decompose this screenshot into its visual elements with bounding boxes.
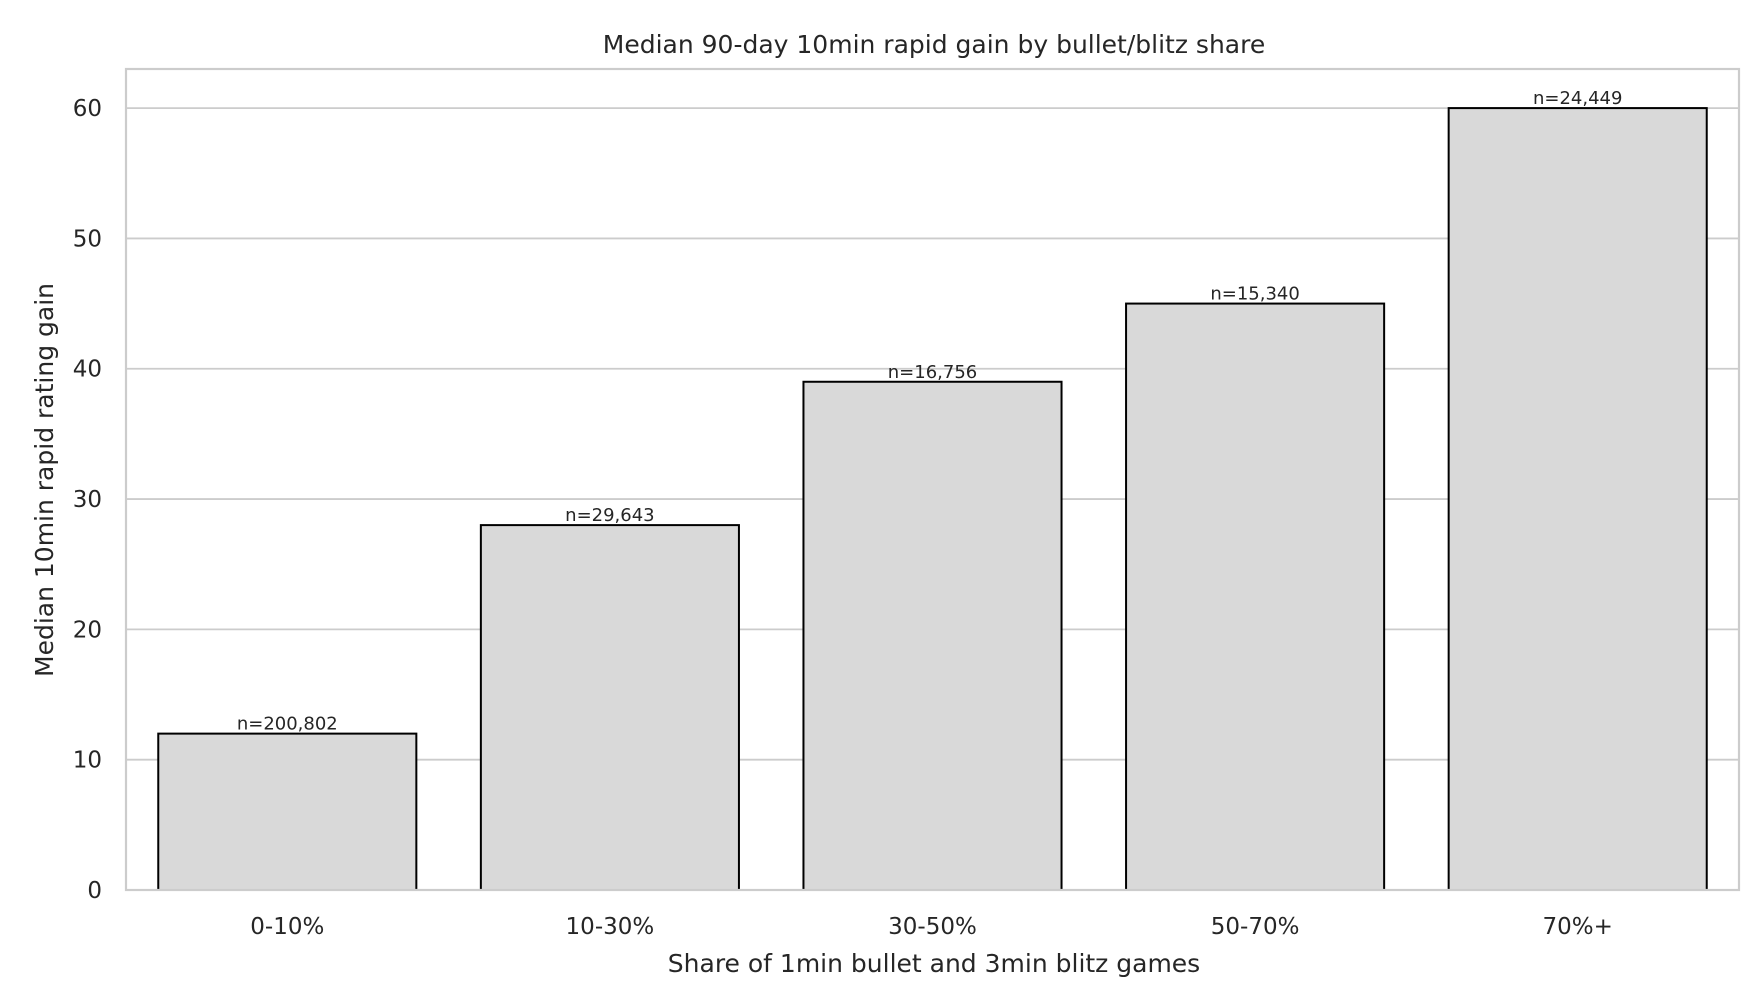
y-tick-label: 60 (73, 96, 102, 122)
bar (157, 732, 418, 891)
y-tick-label: 0 (87, 878, 102, 904)
y-tick-labels: 0 10 20 30 40 50 60 (73, 96, 102, 904)
bar-count-label: n=16,756 (888, 362, 977, 383)
plot-frame (124, 67, 1741, 892)
bar-count-label: n=24,449 (1533, 88, 1622, 109)
y-tick-label: 10 (73, 748, 102, 774)
bar-data-labels: n=200,802 n=29,643 n=16,756 n=15,340 n=24,44… (237, 88, 1623, 735)
x-tick-label: 0-10% (250, 914, 324, 940)
bar-count-label: n=200,802 (237, 714, 338, 735)
y-tick-label: 30 (73, 487, 102, 513)
x-tick-label: 70%+ (1542, 914, 1612, 940)
y-tick-label: 20 (73, 617, 102, 643)
chart-title: Median 90-day 10min rapid gain by bullet… (603, 30, 1265, 59)
bar-count-label: n=29,643 (565, 505, 654, 526)
bars (157, 107, 1708, 892)
bar (802, 380, 1063, 891)
y-tick-label: 40 (73, 357, 102, 383)
bar (1447, 107, 1708, 892)
x-tick-label: 50-70% (1211, 914, 1300, 940)
x-axis-label: Share of 1min bullet and 3min blitz game… (668, 949, 1200, 978)
y-tick-label: 50 (73, 226, 102, 252)
bar-count-label: n=15,340 (1210, 284, 1299, 305)
x-tick-labels: 0-10% 10-30% 30-50% 50-70% 70%+ (250, 914, 1613, 940)
bar (479, 524, 740, 891)
bar (1125, 302, 1386, 892)
y-axis-label: Median 10min rapid rating gain (30, 283, 59, 677)
x-tick-label: 10-30% (566, 914, 655, 940)
x-tick-label: 30-50% (888, 914, 977, 940)
